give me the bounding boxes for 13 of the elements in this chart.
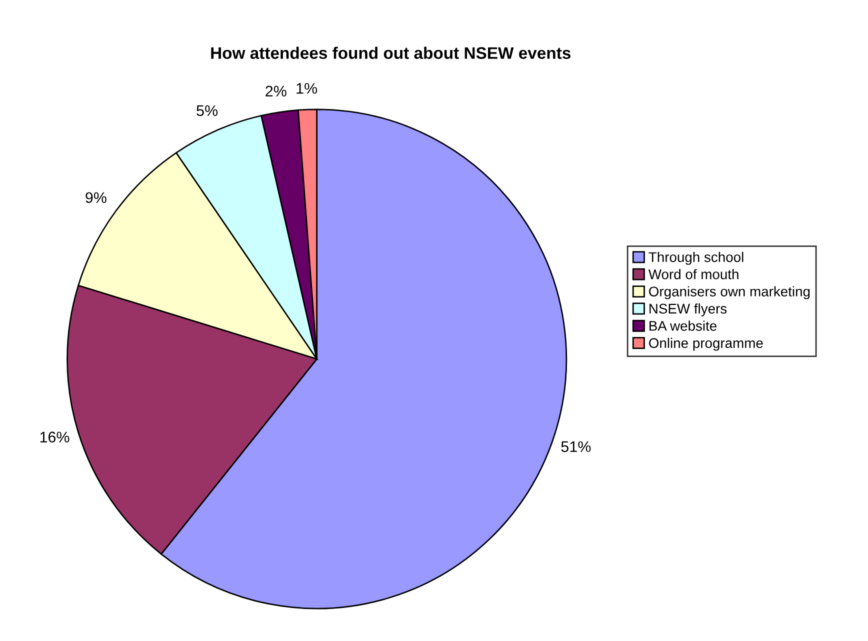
data-label: 5% <box>196 105 218 116</box>
chart-title: How attendees found out about NSEW events <box>211 46 570 59</box>
legend-label: Online programme <box>649 338 763 351</box>
data-label: 9% <box>86 192 106 204</box>
legend-label: Word of mouth <box>648 269 738 280</box>
data-label: 1% <box>296 82 318 94</box>
data-label: 51% <box>561 441 591 452</box>
legend-label: Through school <box>648 252 744 265</box>
legend-label: BA website <box>650 320 716 331</box>
data-label: 16% <box>40 432 70 442</box>
legend-label: NSEW flyers <box>650 303 727 316</box>
data-label: 2% <box>266 86 286 96</box>
legend-label: Organisers own marketing <box>649 286 810 300</box>
